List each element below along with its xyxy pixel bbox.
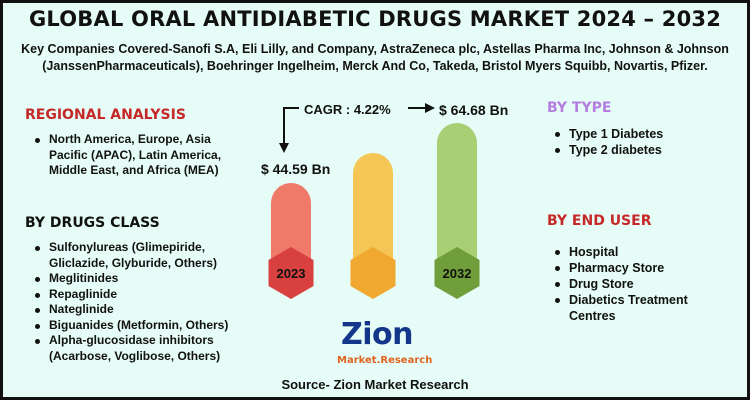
bar-base-middle <box>350 247 396 299</box>
end-user-list: Hospital Pharmacy Store Drug Store Diabe… <box>553 244 733 324</box>
list-item: Type 1 Diabetes <box>553 126 733 142</box>
bar-2023 <box>271 183 311 273</box>
cagr-arrow <box>279 103 435 153</box>
logo-sub-text: Market.Research <box>337 355 433 366</box>
end-user-title: BY END USER <box>547 213 652 229</box>
drugs-class-list: Sulfonylureas (Glimepiride, Gliclazide, … <box>33 240 243 364</box>
bar-middle <box>353 153 393 273</box>
list-item: Drug Store <box>553 276 733 292</box>
list-item: Nateglinide <box>33 302 243 318</box>
by-type-list: Type 1 Diabetes Type 2 diabetes <box>553 126 733 158</box>
source-note: Source- Zion Market Research <box>281 377 469 392</box>
tick-label-2032: 2032 <box>443 266 472 281</box>
list-item: Type 2 diabetes <box>553 142 733 158</box>
list-item: Alpha-glucosidase inhibitors (Acarbose, … <box>33 333 243 364</box>
list-item: Meglitinides <box>33 271 243 287</box>
zion-logo: Zion Market.Research <box>333 317 432 371</box>
regional-analysis-title: REGIONAL ANALYSIS <box>25 107 186 123</box>
value-label-2023: $ 44.59 Bn <box>261 161 331 177</box>
tick-label-2023: 2023 <box>277 266 306 281</box>
regional-list: North America, Europe, Asia Pacific (APA… <box>33 132 243 179</box>
bar-base-2023 <box>268 247 314 299</box>
bar-base-2032 <box>434 247 480 299</box>
list-item: Sulfonylureas (Glimepiride, Gliclazide, … <box>33 240 243 271</box>
drugs-class-title: BY DRUGS CLASS <box>25 215 160 231</box>
list-item: North America, Europe, Asia Pacific (APA… <box>33 132 243 179</box>
list-item: Hospital <box>553 244 733 260</box>
by-type-title: BY TYPE <box>547 100 612 116</box>
value-label-2032: $ 64.68 Bn <box>439 102 509 118</box>
key-companies: Key Companies Covered-Sanofi S.A, Eli Li… <box>21 42 729 73</box>
logo-main-text: Zion <box>341 317 414 352</box>
list-item: Pharmacy Store <box>553 260 733 276</box>
list-item: Biguanides (Metformin, Others) <box>33 318 243 334</box>
bar-2032 <box>437 123 477 273</box>
market-bar-chart: 2023 2032 <box>268 103 480 299</box>
list-item: Diabetics Treatment Centres <box>553 292 733 324</box>
page-title: GLOBAL ORAL ANTIDIABETIC DRUGS MARKET 20… <box>28 7 722 31</box>
list-item: Repaglinide <box>33 287 243 303</box>
cagr-label: CAGR : 4.22% <box>304 102 391 117</box>
